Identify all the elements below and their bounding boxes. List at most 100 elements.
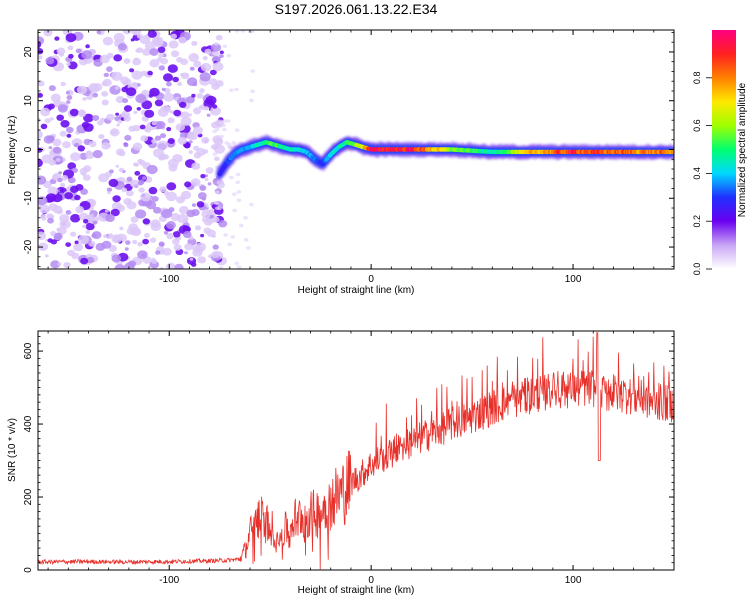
noise-blob bbox=[124, 247, 129, 251]
noise-blob bbox=[38, 158, 43, 168]
noise-blob bbox=[156, 56, 163, 62]
noise-blob bbox=[193, 152, 202, 159]
noise-blob bbox=[104, 209, 109, 213]
noise-blob bbox=[189, 257, 194, 261]
noise-blob bbox=[122, 98, 129, 104]
noise-blob bbox=[198, 105, 204, 110]
noise-blob bbox=[126, 176, 133, 182]
noise-blob bbox=[172, 231, 181, 238]
noise-blob bbox=[202, 56, 208, 61]
noise-blob bbox=[126, 87, 137, 97]
y-tick-label: 400 bbox=[23, 415, 34, 432]
noise-blob bbox=[123, 115, 131, 122]
noise-blob bbox=[114, 264, 125, 269]
noise-blob bbox=[154, 135, 162, 141]
noise-blob bbox=[146, 164, 158, 175]
y-tick-label: 200 bbox=[23, 488, 34, 505]
snr-frame bbox=[37, 330, 675, 571]
noise-blob bbox=[60, 120, 70, 128]
noise-blob bbox=[38, 41, 42, 49]
noise-blob bbox=[125, 189, 134, 197]
noise-blob bbox=[214, 190, 220, 195]
noise-blob bbox=[151, 196, 159, 202]
noise-blob bbox=[212, 244, 219, 250]
noise-blob bbox=[219, 50, 224, 55]
noise-blob bbox=[144, 233, 150, 238]
noise-blob bbox=[67, 45, 74, 51]
noise-blob bbox=[58, 171, 62, 175]
noise-blob bbox=[196, 201, 205, 208]
noise-blob bbox=[186, 77, 198, 86]
colorbar-tick-label: 0.6 bbox=[692, 119, 702, 132]
noise-blob bbox=[158, 52, 164, 58]
noise-blob bbox=[163, 73, 173, 82]
noise-blob bbox=[215, 34, 223, 41]
noise-blob bbox=[98, 134, 105, 140]
noise-blob bbox=[47, 238, 53, 243]
noise-blob bbox=[73, 243, 83, 252]
noise-blob bbox=[167, 138, 175, 144]
noise-blob bbox=[189, 132, 198, 141]
noise-blob bbox=[140, 135, 148, 142]
noise-blob bbox=[92, 92, 99, 98]
noise-blob bbox=[234, 30, 240, 33]
noise-blob bbox=[153, 148, 165, 158]
noise-blob bbox=[168, 40, 179, 49]
noise-blob bbox=[81, 50, 93, 60]
noise-blob bbox=[207, 182, 212, 186]
noise-blob bbox=[135, 94, 147, 104]
noise-blob bbox=[210, 43, 222, 52]
noise-blob bbox=[75, 184, 84, 191]
noise-blob bbox=[77, 145, 86, 152]
noise-blob bbox=[211, 251, 220, 259]
noise-blob bbox=[88, 140, 97, 148]
noise-blob bbox=[167, 64, 178, 73]
colorbar-tick-label: 0.2 bbox=[692, 215, 702, 228]
noise-blob bbox=[172, 76, 179, 83]
noise-blob bbox=[197, 256, 207, 264]
noise-blob bbox=[118, 43, 127, 51]
noise-blob bbox=[151, 37, 162, 45]
noise-blob bbox=[158, 65, 165, 71]
noise-blob bbox=[66, 62, 71, 67]
noise-blob bbox=[136, 107, 141, 111]
snr-series-line bbox=[38, 332, 674, 570]
noise-blob bbox=[130, 227, 141, 236]
noise-blob bbox=[191, 209, 200, 216]
noise-blob bbox=[54, 36, 60, 41]
noise-blob bbox=[234, 261, 240, 266]
noise-blob bbox=[111, 71, 123, 82]
noise-blob bbox=[228, 88, 234, 92]
noise-blob bbox=[59, 130, 67, 137]
noise-blob bbox=[145, 200, 157, 210]
noise-blob bbox=[137, 242, 143, 247]
noise-blob bbox=[172, 154, 183, 163]
noise-blob bbox=[82, 97, 87, 101]
noise-blob bbox=[132, 239, 138, 245]
noise-blob bbox=[89, 213, 95, 218]
noise-blob bbox=[166, 221, 176, 230]
noise-blob bbox=[70, 231, 77, 237]
noise-blob bbox=[47, 186, 59, 196]
noise-blob bbox=[47, 217, 54, 224]
noise-blob bbox=[218, 266, 224, 269]
y-tick-label: -20 bbox=[23, 239, 34, 254]
noise-blob bbox=[75, 48, 82, 54]
noise-blob bbox=[149, 237, 157, 243]
noise-blob bbox=[41, 216, 47, 221]
noise-blob bbox=[99, 54, 111, 64]
noise-blob bbox=[106, 66, 113, 72]
noise-blob bbox=[65, 210, 72, 215]
noise-blob bbox=[138, 187, 145, 193]
noise-blob bbox=[119, 226, 124, 231]
noise-blob bbox=[113, 54, 123, 62]
colorbar-tick-label: 0.0 bbox=[692, 263, 702, 276]
noise-blob bbox=[57, 104, 68, 113]
noise-blob bbox=[199, 185, 207, 191]
noise-blob bbox=[214, 206, 220, 210]
noise-blob bbox=[201, 136, 210, 144]
noise-blob bbox=[162, 154, 169, 160]
noise-blob bbox=[135, 49, 140, 53]
noise-blob bbox=[217, 148, 223, 153]
noise-blob bbox=[200, 174, 206, 179]
